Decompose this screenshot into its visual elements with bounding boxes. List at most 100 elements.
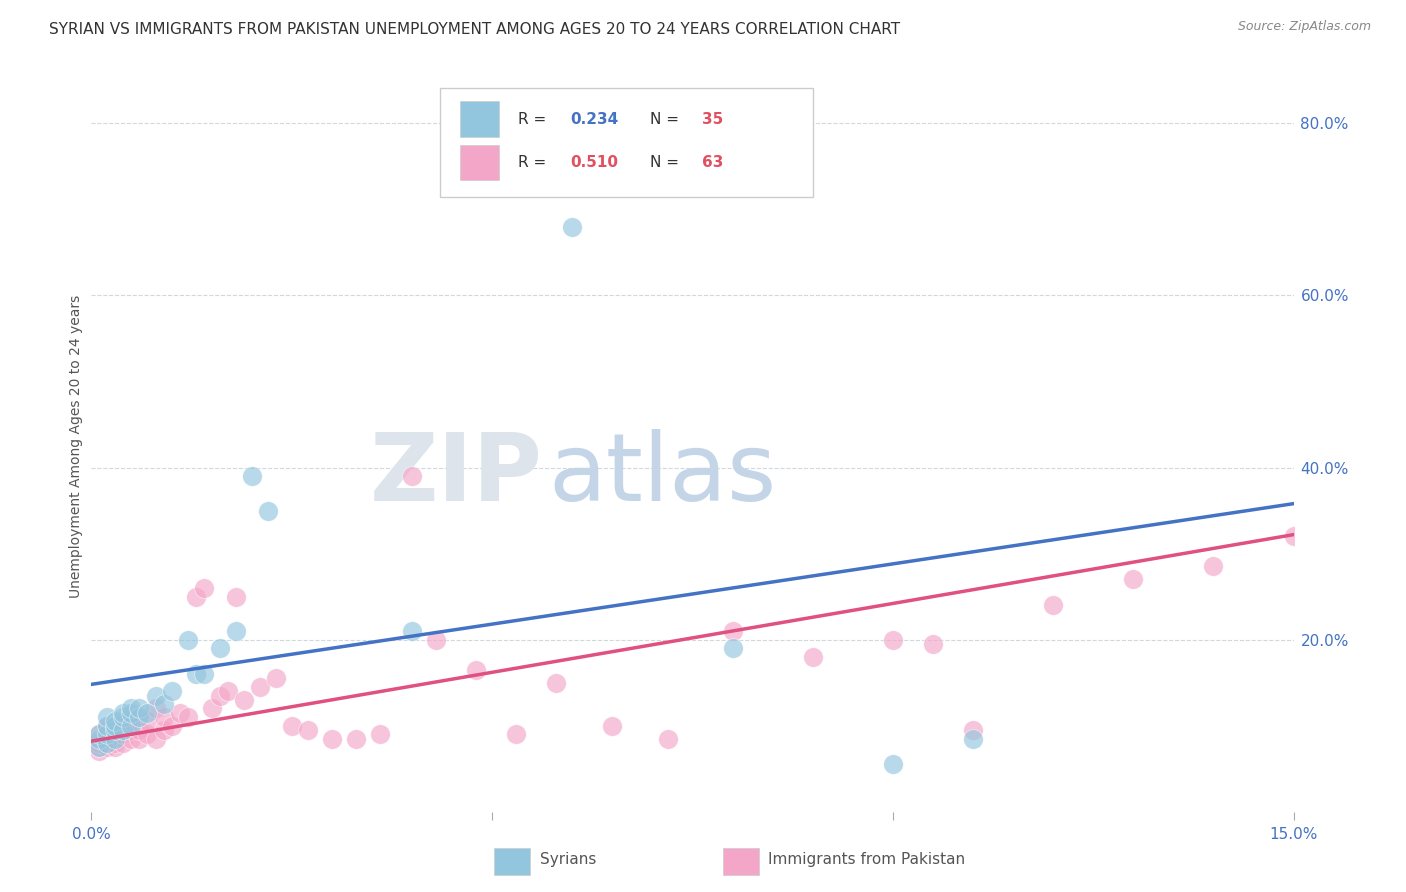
Point bbox=[264, 671, 287, 685]
Point bbox=[96, 719, 118, 733]
Point bbox=[121, 714, 143, 729]
FancyBboxPatch shape bbox=[440, 87, 813, 197]
Point bbox=[425, 632, 447, 647]
Point bbox=[240, 469, 263, 483]
Point bbox=[401, 469, 423, 483]
Bar bbox=[460, 145, 499, 180]
Point bbox=[112, 710, 135, 724]
Point bbox=[184, 667, 207, 681]
Point bbox=[89, 740, 111, 755]
Point bbox=[128, 710, 150, 724]
Point bbox=[152, 710, 174, 724]
Text: 63: 63 bbox=[702, 155, 724, 170]
Point bbox=[721, 624, 744, 638]
Point bbox=[208, 641, 231, 656]
Point bbox=[104, 714, 127, 729]
Point bbox=[145, 701, 167, 715]
Point bbox=[104, 740, 127, 755]
Point bbox=[160, 684, 183, 698]
Point bbox=[225, 624, 247, 638]
Point bbox=[89, 727, 111, 741]
Point bbox=[136, 714, 159, 729]
Point bbox=[112, 714, 135, 729]
Point bbox=[121, 723, 143, 737]
Point bbox=[801, 649, 824, 664]
Text: SYRIAN VS IMMIGRANTS FROM PAKISTAN UNEMPLOYMENT AMONG AGES 20 TO 24 YEARS CORREL: SYRIAN VS IMMIGRANTS FROM PAKISTAN UNEMP… bbox=[49, 22, 900, 37]
Point bbox=[169, 706, 191, 720]
Point bbox=[112, 723, 135, 737]
Point bbox=[96, 740, 118, 755]
Point bbox=[232, 693, 254, 707]
Point bbox=[193, 581, 215, 595]
Text: ZIP: ZIP bbox=[370, 429, 543, 521]
Point bbox=[152, 723, 174, 737]
Point bbox=[344, 731, 367, 746]
Point bbox=[193, 667, 215, 681]
Text: N =: N = bbox=[651, 155, 685, 170]
Point bbox=[112, 706, 135, 720]
Point bbox=[321, 731, 343, 746]
Point bbox=[128, 701, 150, 715]
Point bbox=[104, 723, 127, 737]
Point bbox=[96, 736, 118, 750]
Point bbox=[121, 701, 143, 715]
Text: Immigrants from Pakistan: Immigrants from Pakistan bbox=[768, 852, 966, 867]
Point bbox=[96, 731, 118, 746]
Point bbox=[176, 632, 198, 647]
Point bbox=[249, 680, 271, 694]
Point bbox=[201, 701, 224, 715]
Point bbox=[128, 710, 150, 724]
Point bbox=[112, 727, 135, 741]
Text: 0.510: 0.510 bbox=[569, 155, 617, 170]
Point bbox=[1042, 598, 1064, 612]
Point bbox=[89, 731, 111, 746]
Point bbox=[217, 684, 239, 698]
Point bbox=[401, 624, 423, 638]
Point bbox=[962, 731, 984, 746]
Point bbox=[104, 719, 127, 733]
Point bbox=[882, 632, 904, 647]
Point bbox=[297, 723, 319, 737]
Point bbox=[465, 663, 488, 677]
Point bbox=[104, 727, 127, 741]
Y-axis label: Unemployment Among Ages 20 to 24 years: Unemployment Among Ages 20 to 24 years bbox=[69, 294, 83, 598]
Point bbox=[1122, 573, 1144, 587]
Point bbox=[176, 710, 198, 724]
Text: atlas: atlas bbox=[548, 429, 776, 521]
Point bbox=[96, 723, 118, 737]
Point bbox=[112, 736, 135, 750]
Point bbox=[121, 706, 143, 720]
Point bbox=[104, 723, 127, 737]
Point bbox=[721, 641, 744, 656]
Point bbox=[225, 590, 247, 604]
Point bbox=[89, 744, 111, 758]
Text: 0.234: 0.234 bbox=[569, 112, 619, 127]
Point bbox=[145, 689, 167, 703]
Point bbox=[112, 723, 135, 737]
Point bbox=[922, 637, 945, 651]
Text: Source: ZipAtlas.com: Source: ZipAtlas.com bbox=[1237, 20, 1371, 33]
Point bbox=[882, 757, 904, 772]
Point bbox=[368, 727, 391, 741]
Point bbox=[89, 740, 111, 755]
Text: N =: N = bbox=[651, 112, 685, 127]
Point bbox=[962, 723, 984, 737]
Point bbox=[208, 689, 231, 703]
Point bbox=[104, 736, 127, 750]
Point bbox=[281, 719, 304, 733]
Text: 35: 35 bbox=[702, 112, 723, 127]
Point bbox=[256, 503, 278, 517]
Point bbox=[104, 719, 127, 733]
Point bbox=[136, 727, 159, 741]
Point bbox=[546, 675, 568, 690]
Point bbox=[561, 219, 583, 234]
Bar bbox=[723, 847, 759, 875]
Point bbox=[184, 590, 207, 604]
Point bbox=[128, 723, 150, 737]
Point bbox=[657, 731, 679, 746]
Point bbox=[128, 731, 150, 746]
Point bbox=[602, 719, 624, 733]
Point bbox=[96, 710, 118, 724]
Text: R =: R = bbox=[519, 112, 551, 127]
Point bbox=[96, 736, 118, 750]
